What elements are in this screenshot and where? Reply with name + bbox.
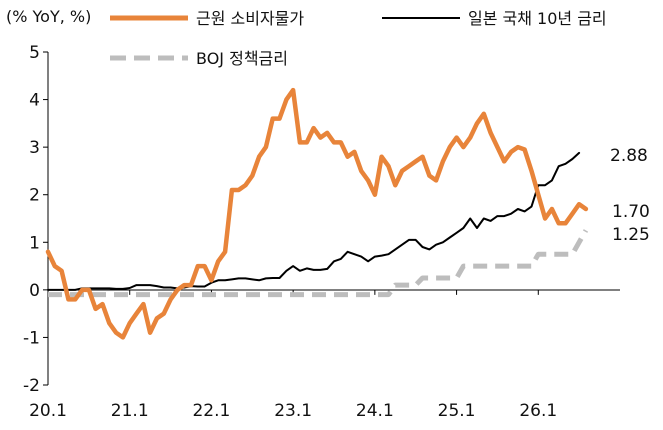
series-lines (45, 87, 589, 340)
x-tick-label: 25.1 (438, 401, 476, 421)
y-tick-label: 4 (29, 91, 40, 111)
end-label-core-cpi: 1.70 (612, 202, 650, 222)
x-axis-ticks: 20.1 21.1 22.1 23.1 24.1 25.1 26.1 (29, 289, 557, 421)
y-tick-label: -2 (23, 376, 40, 396)
x-tick-label: 21.1 (111, 401, 149, 421)
y-tick-label: -1 (23, 328, 40, 348)
end-label-jgb-10y: 2.88 (610, 146, 648, 166)
series-line-boj-rate (48, 229, 589, 298)
series-line-jgb-10y (47, 151, 581, 291)
legend-label-core-cpi: 근원 소비자물가 (196, 9, 304, 28)
legend: 근원 소비자물가 일본 국채 10년 금리 BOJ 정책금리 (110, 9, 607, 68)
x-tick-label: 20.1 (29, 401, 67, 421)
y-tick-label: 1 (29, 233, 40, 253)
series-line-core-cpi (45, 87, 589, 340)
y-tick-label: 3 (29, 138, 40, 158)
y-tick-label: 0 (29, 281, 40, 301)
y-axis-ticks: 5 4 3 2 1 0 -1 -2 (23, 43, 48, 396)
x-tick-label: 24.1 (356, 401, 394, 421)
y-axis-unit-label: (% YoY, %) (6, 7, 91, 26)
y-tick-label: 5 (29, 43, 40, 63)
x-tick-label: 23.1 (274, 401, 312, 421)
end-label-boj-rate: 1.25 (612, 225, 650, 245)
legend-label-boj-rate: BOJ 정책금리 (196, 49, 288, 68)
y-tick-label: 2 (29, 186, 40, 206)
x-tick-label: 22.1 (192, 401, 230, 421)
legend-label-jgb-10y: 일본 국채 10년 금리 (468, 9, 607, 28)
x-tick-label: 26.1 (519, 401, 557, 421)
